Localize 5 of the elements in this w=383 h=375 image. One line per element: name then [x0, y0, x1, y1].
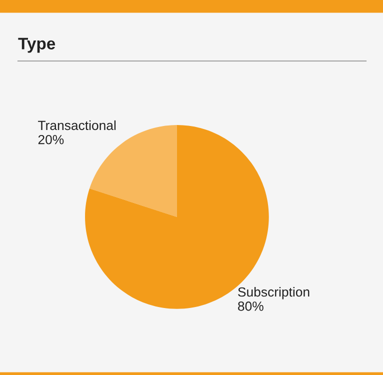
chart-title: Type: [18, 38, 56, 53]
data-label: 20%: [38, 134, 64, 144]
slice-label: Subscription: [238, 286, 310, 300]
slice-label: Transactional: [38, 120, 116, 130]
data-label: 80%: [238, 302, 264, 311]
